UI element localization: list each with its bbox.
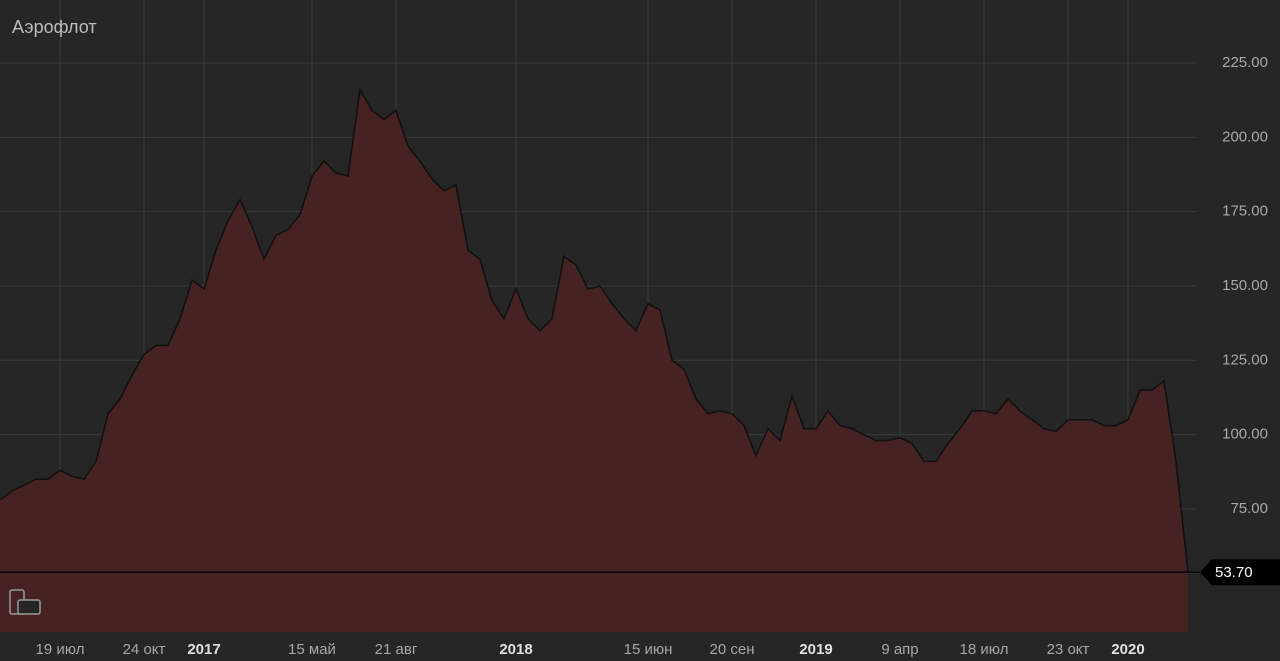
y-tick-label: 200.00 [1222, 128, 1268, 145]
chart-title: Аэрофлот [12, 17, 97, 37]
area [0, 89, 1188, 632]
y-tick-label: 125.00 [1222, 351, 1268, 368]
y-tick-label: 225.00 [1222, 54, 1268, 71]
x-tick-label: 21 авг [375, 641, 418, 658]
plot [0, 87, 1189, 632]
x-tick-label: 19 июл [36, 641, 85, 658]
y-tick-label: 100.00 [1222, 426, 1268, 443]
x-tick-label: 2017 [187, 641, 220, 658]
line [0, 87, 1189, 573]
x-tick-label: 15 май [288, 641, 336, 658]
x-tick-label: 15 июн [624, 641, 673, 658]
x-tick-label: 23 окт [1047, 641, 1090, 658]
x-tick-label: 2018 [499, 641, 532, 658]
price-label: 53.70 [1215, 564, 1253, 581]
x-tick-label: 18 июл [960, 641, 1009, 658]
y-tick-label: 175.00 [1222, 203, 1268, 220]
x-tick-label: 2020 [1111, 641, 1144, 658]
x-tick-label: 20 сен [710, 641, 755, 658]
y-tick-label: 75.00 [1230, 500, 1268, 517]
x-tick-label: 2019 [799, 641, 832, 658]
y-tick-label: 150.00 [1222, 277, 1268, 294]
price-label-bg [1200, 559, 1280, 586]
x-tick-label: 9 апр [881, 641, 918, 658]
x-tick-label: 24 окт [123, 641, 166, 658]
icon-part [17, 599, 41, 615]
layout-icon[interactable] [9, 589, 41, 615]
